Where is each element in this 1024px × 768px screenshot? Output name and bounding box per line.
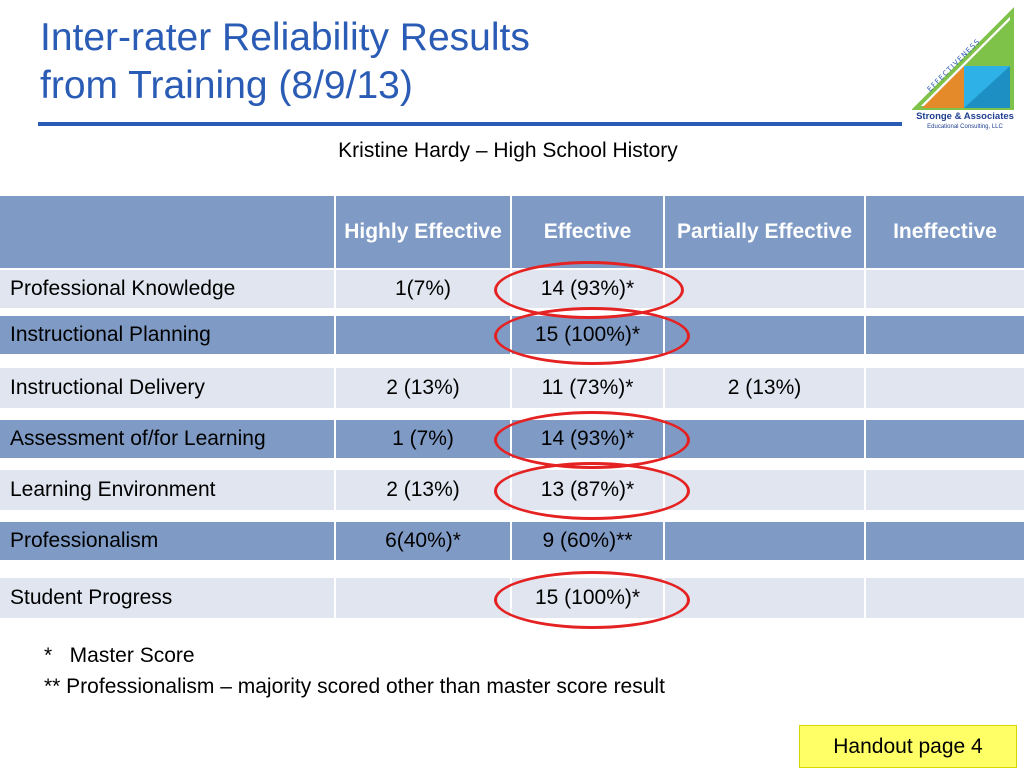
title-underline — [38, 122, 902, 126]
title-line-1: Inter-rater Reliability Results — [40, 16, 530, 59]
handout-label: Handout page 4 — [799, 725, 1017, 768]
title-line-2: from Training (8/9/13) — [40, 64, 413, 107]
cell-partially-effective: 2 (13%) — [665, 368, 866, 408]
cell-highly-effective: 2 (13%) — [336, 368, 512, 408]
highlight-circle — [494, 462, 690, 520]
cell-ineffective — [866, 368, 1024, 408]
footnotes: * Master Score ** Professionalism – majo… — [44, 640, 665, 702]
row-label: Learning Environment — [0, 470, 336, 510]
cell-ineffective — [866, 470, 1024, 510]
header-highly-effective: Highly Effective — [336, 196, 512, 268]
highlight-circle — [494, 307, 690, 365]
cell-ineffective — [866, 420, 1024, 458]
cell-highly-effective: 1 (7%) — [336, 420, 512, 458]
cell-effective: 9 (60%)** — [512, 522, 665, 560]
row-label: Professionalism — [0, 522, 336, 560]
cell-partially-effective — [665, 316, 866, 354]
logo-tagline: Educational Consulting, LLC — [927, 124, 1003, 130]
header-partially-effective: Partially Effective — [665, 196, 866, 268]
header-ineffective: Ineffective — [866, 196, 1024, 268]
cell-ineffective — [866, 578, 1024, 618]
row-label: Instructional Planning — [0, 316, 336, 354]
cell-highly-effective: 1(7%) — [336, 270, 512, 308]
header-effective: Effective — [512, 196, 665, 268]
table-row: Instructional Planning 15 (100%)* — [0, 316, 1024, 354]
row-label: Instructional Delivery — [0, 368, 336, 408]
cell-partially-effective — [665, 270, 866, 308]
slide-subtitle: Kristine Hardy – High School History — [338, 139, 678, 162]
cell-partially-effective — [665, 420, 866, 458]
row-label: Student Progress — [0, 578, 336, 618]
table-row: Professionalism 6(40%)* 9 (60%)** — [0, 522, 1024, 560]
cell-highly-effective — [336, 578, 512, 618]
header-cell-blank — [0, 196, 336, 268]
table-row: Instructional Delivery 2 (13%) 11 (73%)*… — [0, 368, 1024, 408]
cell-ineffective — [866, 522, 1024, 560]
table-header-row: Highly Effective Effective Partially Eff… — [0, 196, 1024, 268]
cell-partially-effective — [665, 522, 866, 560]
row-label: Professional Knowledge — [0, 270, 336, 308]
row-label: Assessment of/for Learning — [0, 420, 336, 458]
cell-highly-effective: 6(40%)* — [336, 522, 512, 560]
footnote-master-score: * Master Score — [44, 644, 195, 667]
cell-effective: 11 (73%)* — [512, 368, 665, 408]
slide-title: Inter-rater Reliability Results from Tra… — [40, 14, 900, 110]
cell-highly-effective: 2 (13%) — [336, 470, 512, 510]
cell-partially-effective — [665, 470, 866, 510]
cell-partially-effective — [665, 578, 866, 618]
cell-ineffective — [866, 316, 1024, 354]
cell-ineffective — [866, 270, 1024, 308]
cell-highly-effective — [336, 316, 512, 354]
highlight-circle — [494, 411, 690, 469]
footnote-professionalism: ** Professionalism – majority scored oth… — [44, 675, 665, 698]
highlight-circle — [494, 571, 690, 629]
logo-company: Stronge & Associates — [916, 111, 1014, 122]
stronge-logo-icon: EFFECTIVENESS Stronge & Associates Educa… — [912, 7, 1014, 130]
